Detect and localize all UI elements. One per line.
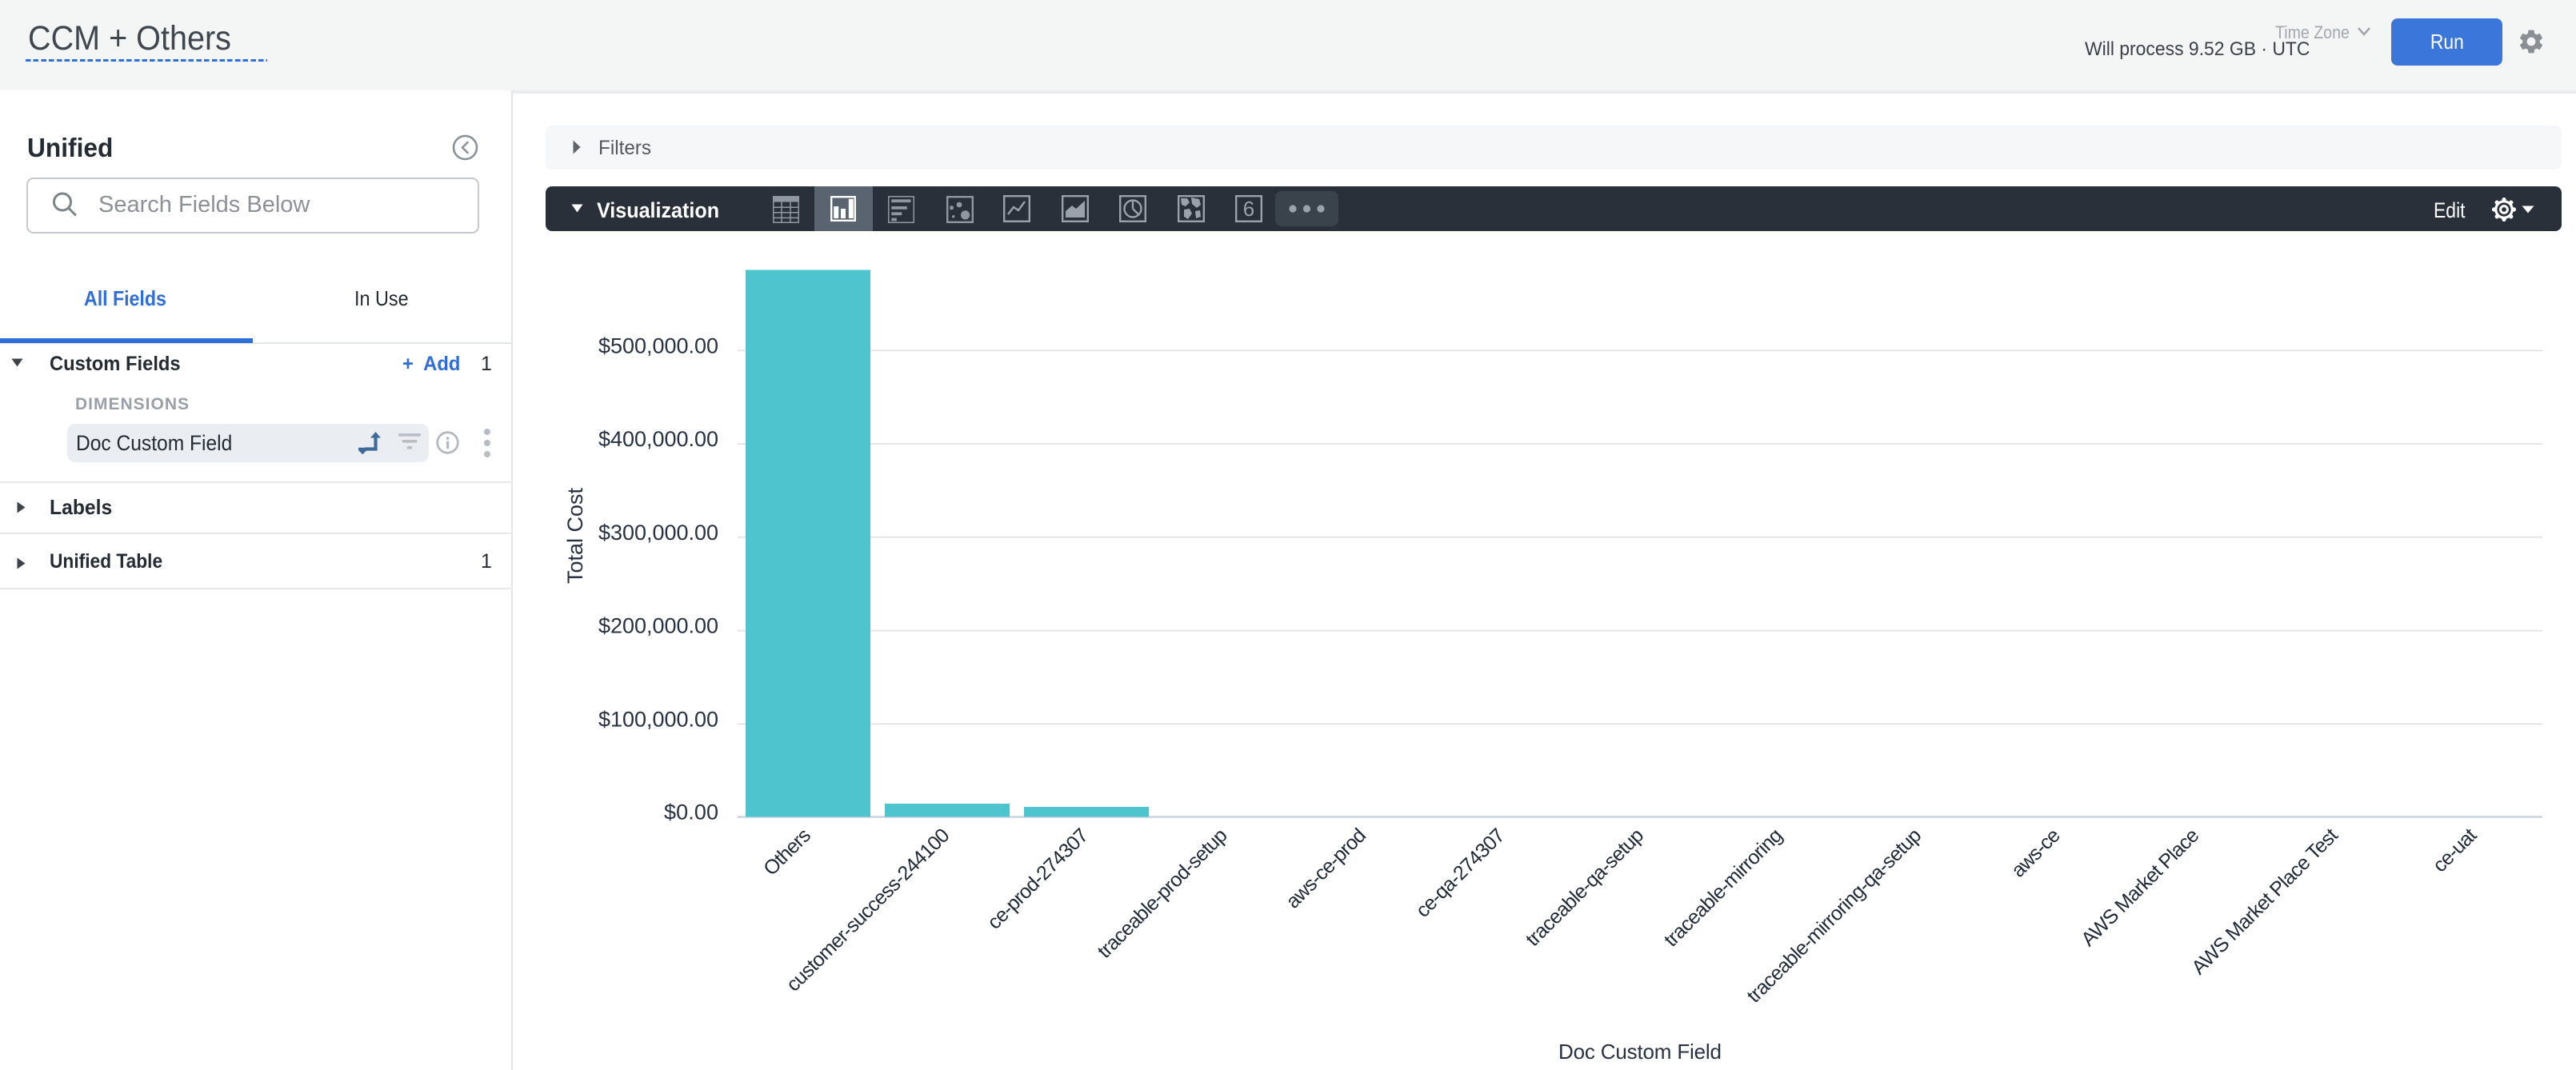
svg-text:traceable-qa-setup: traceable-qa-setup [1522,824,1648,950]
svg-text:traceable-mirroring: traceable-mirroring [1660,824,1787,951]
svg-text:ce-uat: ce-uat [2429,824,2482,876]
svg-text:$200,000.00: $200,000.00 [598,614,718,638]
svg-text:aws-ce-prod: aws-ce-prod [1282,824,1370,912]
svg-text:$300,000.00: $300,000.00 [598,521,718,545]
svg-text:$400,000.00: $400,000.00 [598,427,718,451]
svg-text:AWS Market Place Test: AWS Market Place Test [2187,824,2342,979]
svg-text:aws-ce: aws-ce [2007,824,2065,881]
svg-text:$0.00: $0.00 [664,801,718,824]
svg-text:Total Cost: Total Cost [563,488,587,584]
svg-text:AWS Market Place: AWS Market Place [2077,824,2203,950]
svg-text:Others: Others [759,824,815,880]
svg-text:ce-qa-274307: ce-qa-274307 [1411,824,1509,921]
svg-text:ce-prod-274307: ce-prod-274307 [983,824,1093,933]
svg-text:Doc Custom Field: Doc Custom Field [1558,1040,1722,1064]
svg-text:6: 6 [1243,197,1254,221]
svg-text:$500,000.00: $500,000.00 [598,333,718,357]
svg-text:customer-success-244100: customer-success-244100 [782,824,954,996]
svg-text:traceable-prod-setup: traceable-prod-setup [1093,824,1231,962]
svg-text:$100,000.00: $100,000.00 [598,707,718,731]
